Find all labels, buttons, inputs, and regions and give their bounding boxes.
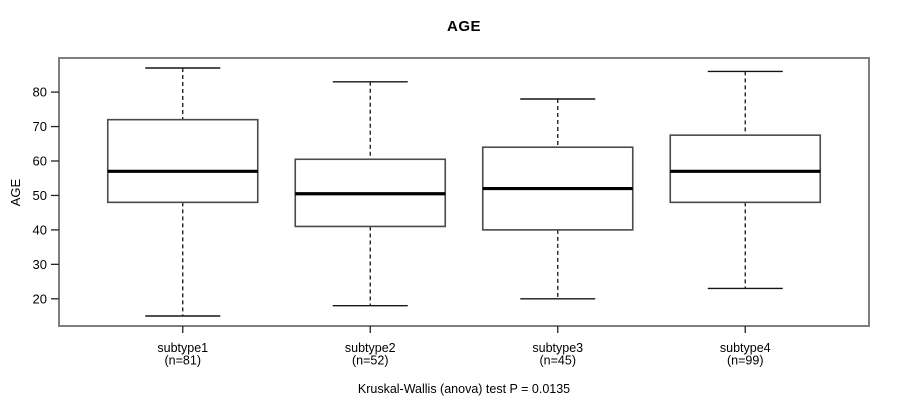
iqr-box: [106, 118, 259, 204]
x-tick-label: subtype1: [157, 341, 208, 355]
y-tick-label: 40: [33, 222, 47, 237]
y-tick-label: 30: [33, 257, 47, 272]
y-tick-label: 50: [33, 188, 47, 203]
x-tick-sublabel: (n=45): [540, 354, 576, 368]
x-tick-sublabel: (n=99): [727, 354, 763, 368]
x-tick-label: subtype2: [345, 341, 396, 355]
y-tick-label: 70: [33, 119, 47, 134]
x-tick-label: subtype4: [720, 341, 771, 355]
stat-annotation: Kruskal-Wallis (anova) test P = 0.0135: [357, 382, 571, 396]
x-tick-label: subtype3: [532, 341, 583, 355]
x-tick-sublabel: (n=81): [165, 354, 201, 368]
y-tick-label: 60: [33, 153, 47, 168]
plot-frame: [58, 57, 870, 327]
chart-title: AGE: [446, 18, 481, 35]
iqr-box: [669, 134, 822, 204]
y-tick-label: 80: [33, 85, 47, 100]
y-tick-label: 20: [33, 291, 47, 306]
x-tick-sublabel: (n=52): [352, 354, 388, 368]
